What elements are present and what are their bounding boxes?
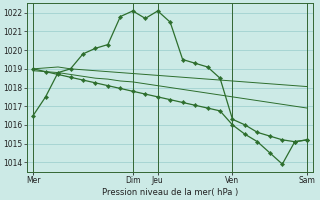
X-axis label: Pression niveau de la mer( hPa ): Pression niveau de la mer( hPa ): [102, 188, 238, 197]
